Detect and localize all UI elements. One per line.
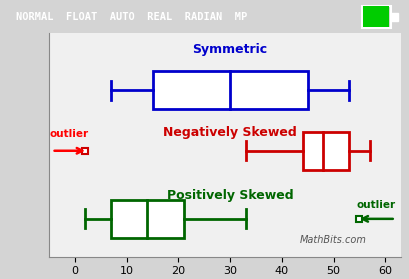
Text: outlier: outlier [357,200,396,210]
FancyBboxPatch shape [391,13,398,21]
FancyBboxPatch shape [363,6,389,27]
Text: Positively Skewed: Positively Skewed [167,189,293,202]
Text: outlier: outlier [49,129,88,140]
Text: Negatively Skewed: Negatively Skewed [163,126,297,140]
Text: NORMAL  FLOAT  AUTO  REAL  RADIAN  MP: NORMAL FLOAT AUTO REAL RADIAN MP [16,12,247,22]
Bar [153,71,308,109]
Text: Symmetric: Symmetric [193,43,267,56]
Text: MathBits.com: MathBits.com [300,235,367,245]
Bar [111,200,184,238]
Bar [303,132,349,170]
